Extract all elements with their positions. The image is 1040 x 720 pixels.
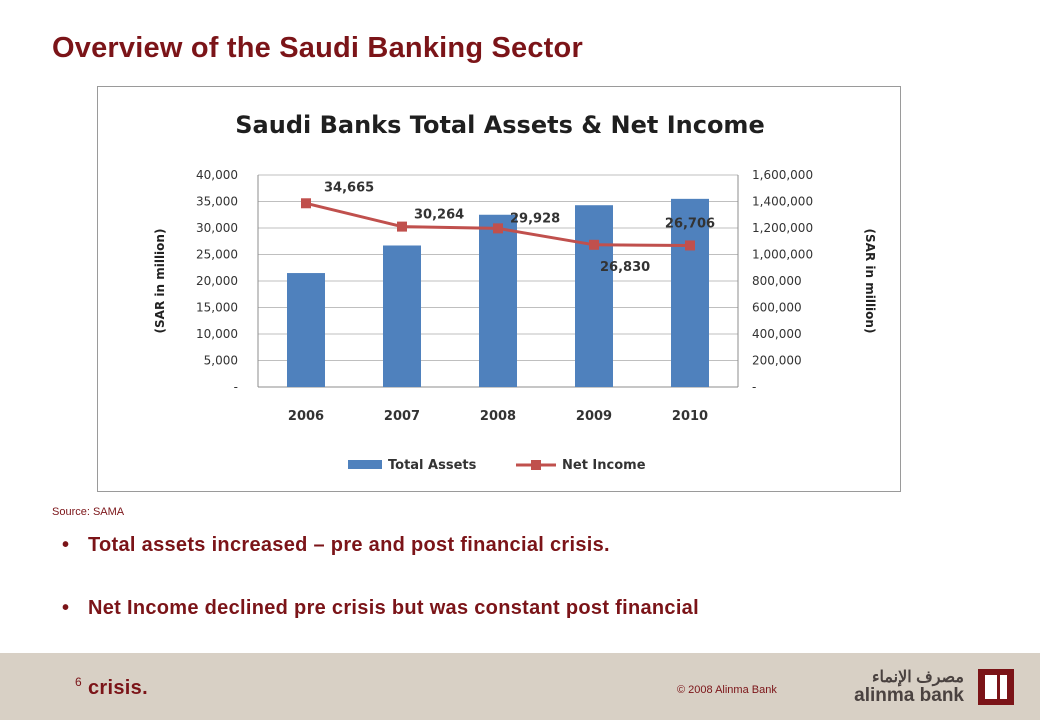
- bullet-item: • Total assets increased – pre and post …: [62, 534, 699, 557]
- legend-swatch-total-assets: [348, 460, 382, 469]
- right-tick-label: 400,000: [752, 327, 802, 341]
- x-tick-label: 2008: [480, 409, 516, 424]
- net-income-data-label: 29,928: [510, 211, 560, 226]
- legend-marker-net-income: [531, 460, 541, 470]
- bullet-text: Net Income declined pre crisis but was c…: [88, 597, 699, 619]
- page-title: Overview of the Saudi Banking Sector: [52, 32, 583, 64]
- bullet-text: Total assets increased – pre and post fi…: [88, 534, 610, 556]
- copyright-text: © 2008 Alinma Bank: [677, 684, 777, 696]
- left-tick-label: 30,000: [196, 221, 238, 235]
- net-income-marker: [685, 240, 695, 251]
- left-tick-label: 10,000: [196, 327, 238, 341]
- left-tick-label: 20,000: [196, 274, 238, 288]
- legend-label-total-assets: Total Assets: [388, 458, 477, 473]
- bullet-list: • Total assets increased – pre and post …: [62, 534, 699, 620]
- right-tick-label: 800,000: [752, 274, 802, 288]
- x-tick-label: 2009: [576, 409, 612, 424]
- right-tick-label: 1,200,000: [752, 221, 813, 235]
- bullet-dot-icon: •: [62, 534, 70, 556]
- left-axis-title: (SAR in million): [153, 229, 167, 334]
- logo-mark-icon: [978, 669, 1014, 705]
- x-tick-label: 2010: [672, 409, 708, 424]
- chart-container: Saudi Banks Total Assets & Net Income - 5,…: [97, 86, 901, 492]
- right-tick-label: 1,400,000: [752, 195, 813, 209]
- bar-total-assets: [383, 245, 421, 387]
- right-tick-label: -: [752, 380, 756, 394]
- right-tick-label: 1,600,000: [752, 168, 813, 182]
- left-tick-label: -: [234, 380, 238, 394]
- left-tick-label: 35,000: [196, 195, 238, 209]
- logo-english-text: alinma bank: [854, 685, 964, 706]
- bar-total-assets: [671, 198, 709, 387]
- net-income-data-label: 26,830: [600, 260, 650, 275]
- net-income-data-label: 26,706: [665, 216, 715, 231]
- left-tick-label: 15,000: [196, 301, 238, 315]
- bar-total-assets: [479, 214, 517, 387]
- x-tick-label: 2006: [288, 409, 324, 424]
- footer-bar: 6 crisis. © 2008 Alinma Bank مصرف الإنما…: [0, 653, 1040, 720]
- chart-title: Saudi Banks Total Assets & Net Income: [235, 111, 764, 139]
- bullet-continuation: crisis.: [88, 677, 148, 699]
- bullet-item: • Net Income declined pre crisis but was…: [62, 597, 699, 620]
- net-income-marker: [493, 223, 503, 234]
- right-tick-label: 200,000: [752, 354, 802, 368]
- net-income-marker: [301, 198, 311, 209]
- net-income-data-label: 34,665: [324, 180, 374, 195]
- x-tick-label: 2007: [384, 409, 420, 424]
- net-income-marker: [589, 239, 599, 250]
- right-tick-label: 600,000: [752, 301, 802, 315]
- right-axis-title: (SAR in million): [863, 229, 877, 334]
- left-tick-label: 25,000: [196, 248, 238, 262]
- source-note: Source: SAMA: [52, 506, 125, 518]
- bar-total-assets: [287, 273, 325, 387]
- net-income-marker: [397, 221, 407, 232]
- page-number: 6: [75, 675, 82, 689]
- chart-svg: Saudi Banks Total Assets & Net Income - 5,…: [153, 111, 877, 473]
- net-income-data-label: 30,264: [414, 208, 464, 223]
- legend-label-net-income: Net Income: [562, 458, 646, 473]
- logo-arabic-text: مصرف الإنماء: [872, 669, 964, 686]
- bullet-dot-icon: •: [62, 597, 70, 619]
- right-tick-label: 1,000,000: [752, 248, 813, 262]
- left-tick-label: 40,000: [196, 168, 238, 182]
- left-tick-label: 5,000: [204, 354, 238, 368]
- bar-total-assets: [575, 205, 613, 387]
- alinma-logo: مصرف الإنماء alinma bank: [852, 667, 1022, 711]
